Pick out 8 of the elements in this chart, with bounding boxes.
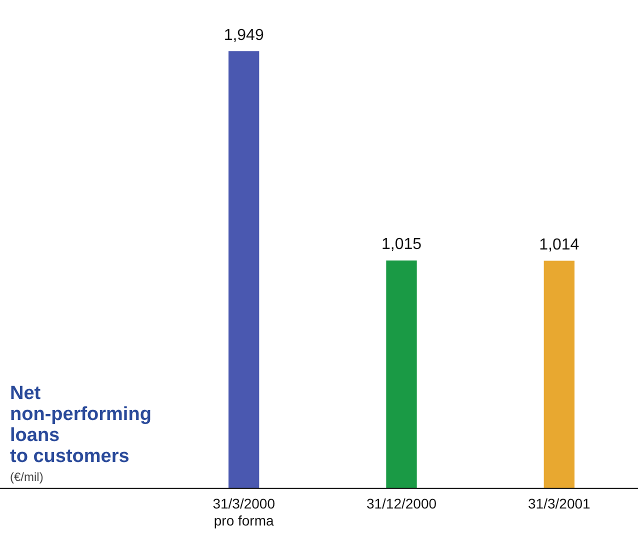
data-label: 1,949 bbox=[224, 26, 264, 44]
data-label: 1,015 bbox=[381, 236, 422, 254]
x-tick-label: 31/3/2001 bbox=[528, 496, 591, 512]
x-tick-label: 31/12/2000 bbox=[366, 496, 437, 512]
text: (€/mil) bbox=[10, 470, 44, 484]
data-label: 1,014 bbox=[539, 236, 580, 254]
text: Net non-performing loans to customers bbox=[10, 383, 152, 467]
x-tick-label: 31/3/2000 pro forma bbox=[212, 496, 276, 528]
